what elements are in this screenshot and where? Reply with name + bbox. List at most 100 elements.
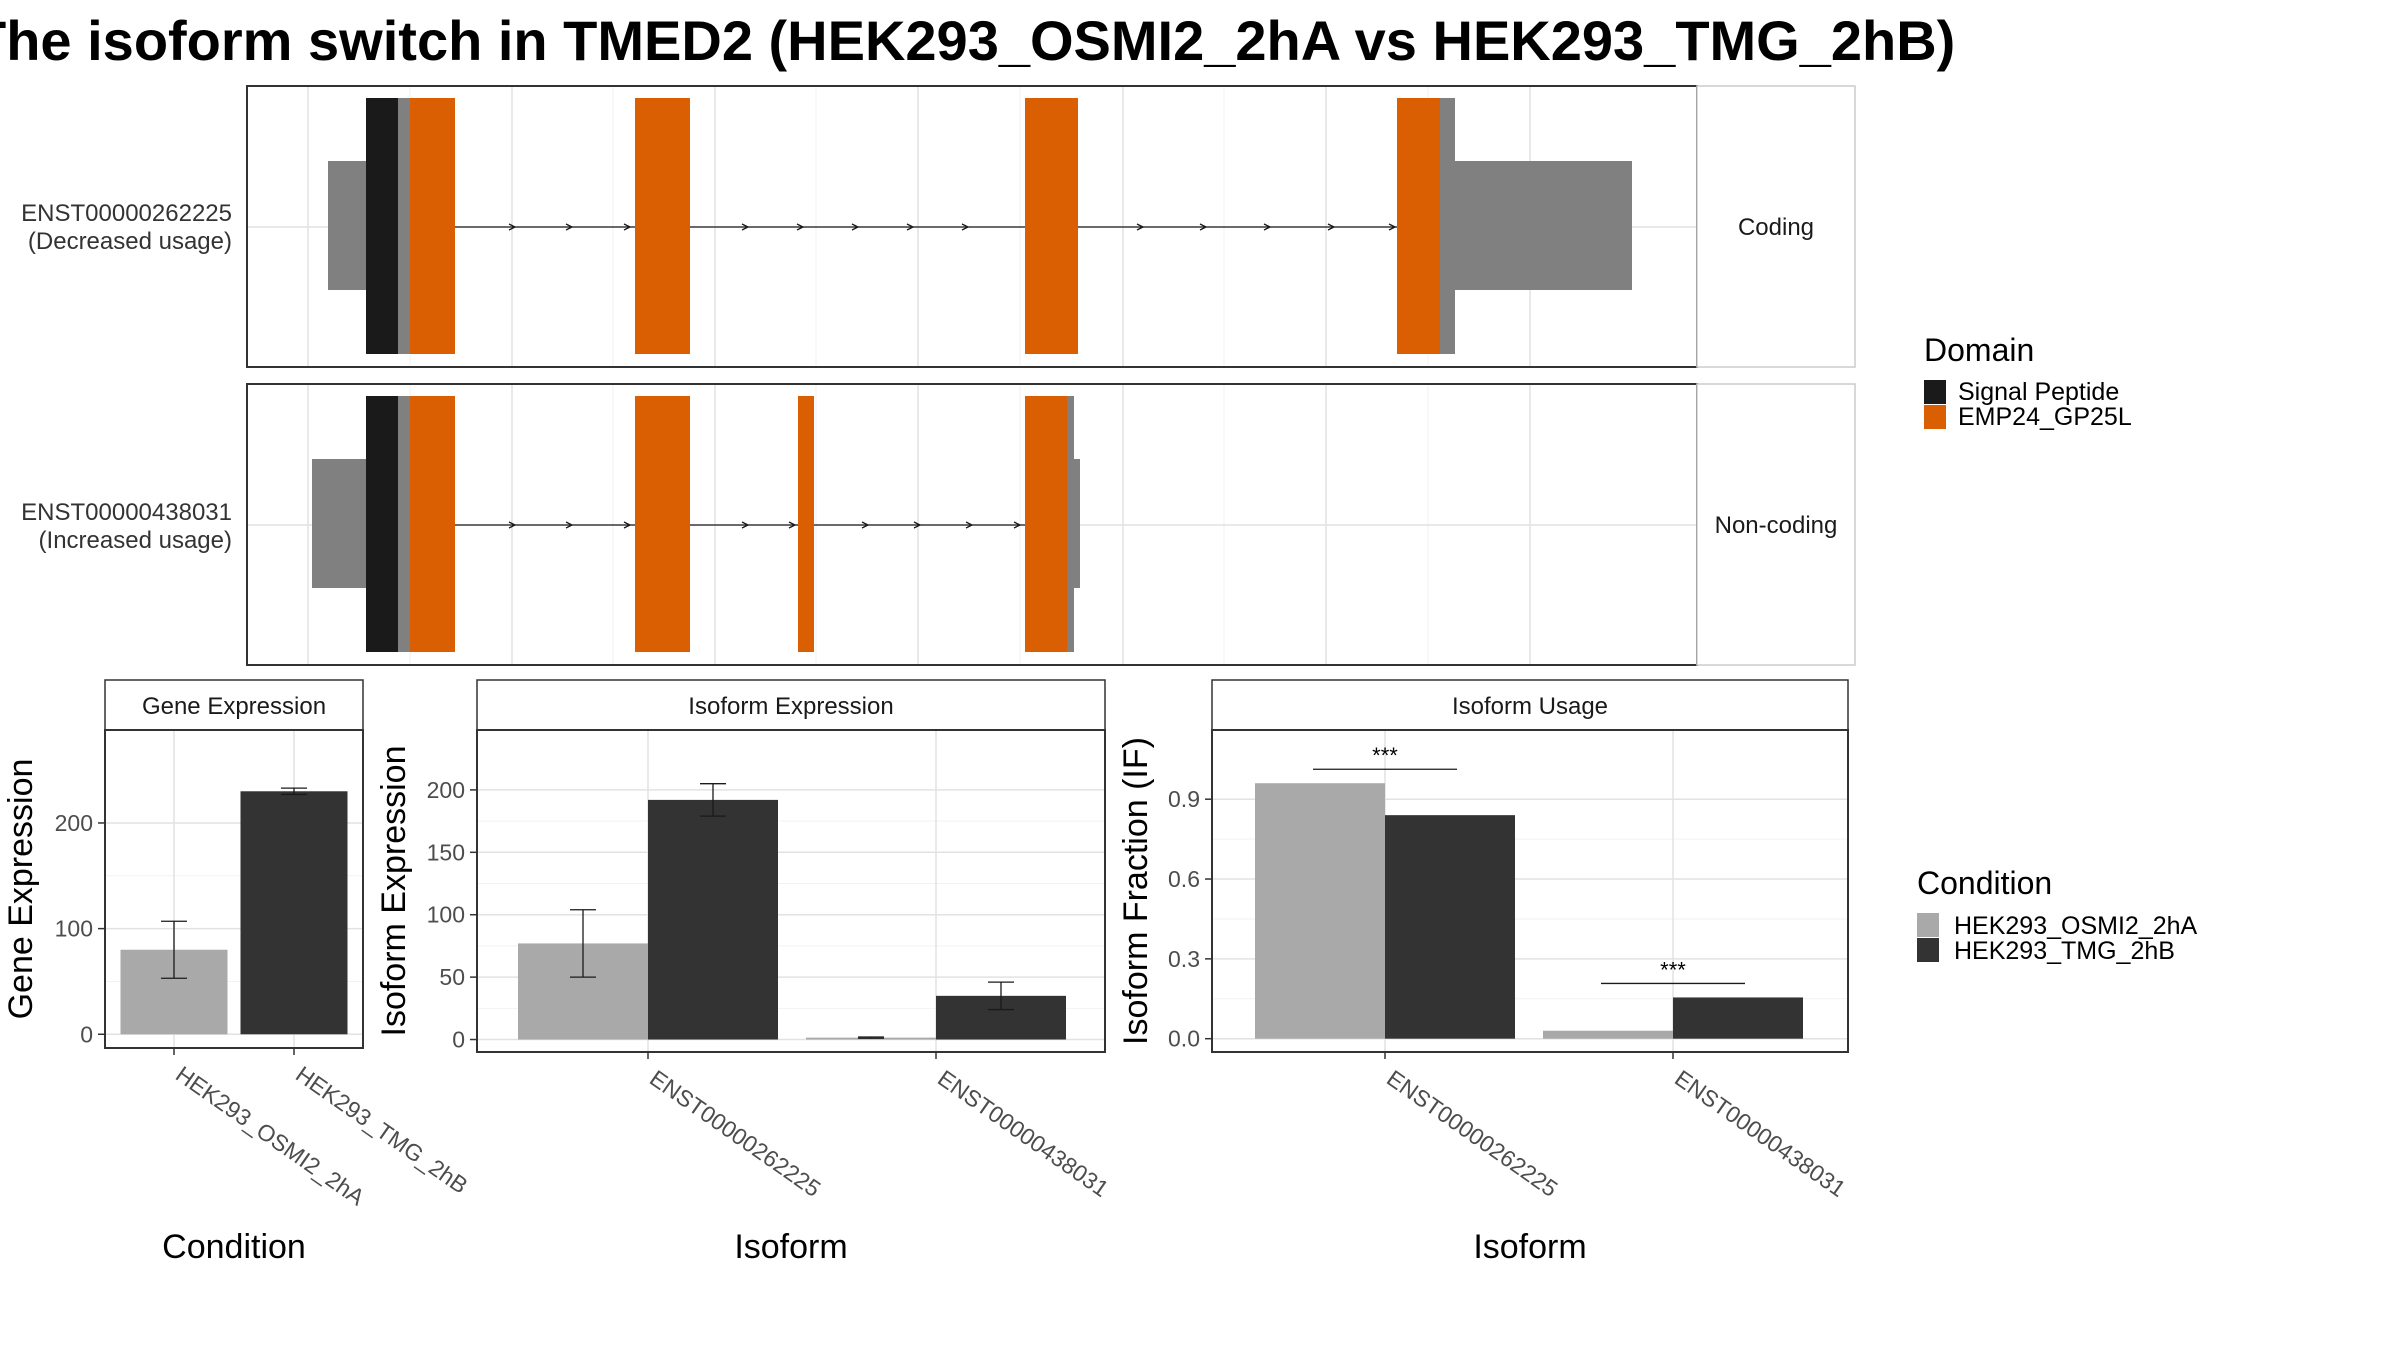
facet-strip-noncoding [1696, 383, 1856, 666]
isoform-expression-plot-border [476, 729, 1106, 1053]
intron-arrow-b1 [788, 521, 797, 529]
facet-strip-coding [1696, 85, 1856, 368]
domain-legend: Domain Signal Peptide EMP24_GP25L [1924, 332, 2132, 431]
emp24-block-2 [635, 396, 690, 652]
intron-arrow-c2 [1263, 223, 1272, 231]
ge-ytick-label-1: 100 [55, 916, 93, 942]
ie-ytick-label-1: 50 [439, 964, 465, 990]
iu-significance-label-0: *** [1372, 743, 1398, 768]
intron-arrow-a2 [623, 521, 632, 529]
ie-ytick-label-2: 100 [427, 902, 465, 928]
ie-bar-1-0 [648, 799, 778, 1040]
transcript-1-id: ENST00000262225 [21, 200, 232, 227]
signal-peptide-block [366, 396, 398, 652]
intron-arrow-c1 [1199, 223, 1208, 231]
iu-bar-1-1 [1673, 997, 1803, 1039]
intron-arrow-c4 [1388, 223, 1397, 231]
gene-expression-ylabel: Gene Expression [2, 759, 40, 1020]
legend-label-condition-a: HEK293_OSMI2_2hA [1954, 912, 2198, 940]
gene-expression-strip [104, 679, 364, 731]
intron-arrow-c2 [965, 521, 974, 529]
condition-legend: Condition HEK293_OSMI2_2hA HEK293_TMG_2h… [1917, 865, 2198, 965]
iu-bar-0-1 [1543, 1030, 1673, 1039]
gene-expression-strip-label: Gene Expression [142, 693, 326, 720]
isoform-expression-strip-label: Isoform Expression [688, 693, 893, 720]
ie-xtick-label-0: ENST00000262225 [645, 1065, 825, 1202]
intron-arrow-c1 [913, 521, 922, 529]
isoform-usage-bars: *** *** [1255, 743, 1803, 1039]
intron-arrow-a2 [623, 223, 632, 231]
transcript-2-usage: (Increased usage) [39, 527, 232, 554]
emp24-block-3 [798, 396, 814, 652]
isoform-usage-xlabel: Isoform [1473, 1228, 1586, 1266]
facet-strip-noncoding-label: Non-coding [1715, 512, 1838, 539]
transcript-1-usage: (Decreased usage) [28, 228, 232, 255]
ge-ytick-label-0: 0 [80, 1021, 93, 1047]
intron-arrow-a0 [508, 521, 517, 529]
iu-bar-1-0 [1385, 815, 1515, 1039]
iu-ytick-label-1: 0.3 [1168, 946, 1200, 972]
legend-label-signal-peptide: Signal Peptide [1958, 378, 2119, 406]
isoform-expression-ylabel: Isoform Expression [375, 746, 413, 1037]
utr-5prime [328, 161, 366, 290]
legend-swatch-emp24 [1924, 405, 1946, 429]
intron-arrow-a1 [565, 223, 574, 231]
emp24-block-2 [635, 98, 690, 354]
ie-ytick-label-3: 150 [427, 839, 465, 865]
ie-xtick-label-1: ENST00000438031 [933, 1065, 1113, 1202]
gene-expression-plot-border [104, 729, 364, 1049]
condition-legend-title: Condition [1917, 865, 2052, 901]
transcript-2-structure [312, 396, 1080, 652]
facet-strip-coding-label: Coding [1738, 214, 1814, 241]
emp24-block-4 [1397, 98, 1440, 354]
emp24-block-1 [410, 98, 455, 354]
signal-peptide-block [366, 98, 398, 354]
gene-expression-xlabel: Condition [162, 1228, 306, 1266]
iu-xtick-label-1: ENST00000438031 [1670, 1065, 1850, 1202]
intron-arrow-c0 [861, 521, 870, 529]
legend-swatch-condition-a [1917, 913, 1939, 937]
intron-arrow-b3 [906, 223, 915, 231]
iu-ytick-label-0: 0.0 [1168, 1026, 1200, 1052]
cds-block [398, 396, 410, 652]
intron-arrow-b1 [796, 223, 805, 231]
cds-block [398, 98, 410, 354]
intron-arrow-b0 [741, 521, 750, 529]
ie-ytick-label-4: 200 [427, 777, 465, 803]
isoform-usage-strip-label: Isoform Usage [1452, 693, 1608, 720]
emp24-block-1 [410, 396, 455, 652]
isoform-expression-panel: Isoform Expression 0 50 100 150 200 ENST00000… [375, 679, 1114, 1266]
transcript-2-id: ENST00000438031 [21, 499, 232, 526]
legend-swatch-condition-b [1917, 938, 1939, 962]
utr-5prime [312, 459, 366, 588]
figure-title: The isoform switch in TMED2 (HEK293_OSMI… [0, 9, 1955, 72]
intron-arrow-b2 [851, 223, 860, 231]
iu-xtick-label-0: ENST00000262225 [1382, 1065, 1562, 1202]
transcript-1-structure [328, 98, 1632, 354]
legend-swatch-signal-peptide [1924, 380, 1946, 404]
ge-bar-1 [240, 791, 348, 1035]
domain-legend-title: Domain [1924, 332, 2034, 368]
isoform-expression-bars [518, 783, 1066, 1040]
ge-xtick-label-0: HEK293_OSMI2_2hA [171, 1061, 370, 1211]
intron-arrow-c3 [1013, 521, 1022, 529]
ie-ytick-label-0: 0 [452, 1027, 465, 1053]
iu-ytick-label-2: 0.6 [1168, 866, 1200, 892]
emp24-block-3 [1025, 98, 1078, 354]
intron-arrow-a1 [565, 521, 574, 529]
isoform-expression-strip [476, 679, 1106, 731]
intron-arrow-a0 [508, 223, 517, 231]
legend-label-emp24: EMP24_GP25L [1958, 403, 2132, 431]
intron-arrow-c0 [1136, 223, 1145, 231]
utr-3prime [1455, 161, 1632, 290]
iu-significance-label-1: *** [1660, 957, 1686, 982]
intron-arrow-b4 [961, 223, 970, 231]
ge-ytick-label-2: 200 [55, 810, 93, 836]
isoform-usage-ylabel: Isoform Fraction (IF) [1117, 737, 1155, 1045]
isoform-expression-xlabel: Isoform [734, 1228, 847, 1266]
structure-panel-bottom: Non-coding ENST00000438031 (Increased us… [21, 383, 1856, 666]
structure-panel-top: Coding ENST00000262225 (Decreased usage) [21, 85, 1856, 368]
isoform-usage-plot-border [1211, 729, 1849, 1053]
intron-arrow-c3 [1327, 223, 1336, 231]
